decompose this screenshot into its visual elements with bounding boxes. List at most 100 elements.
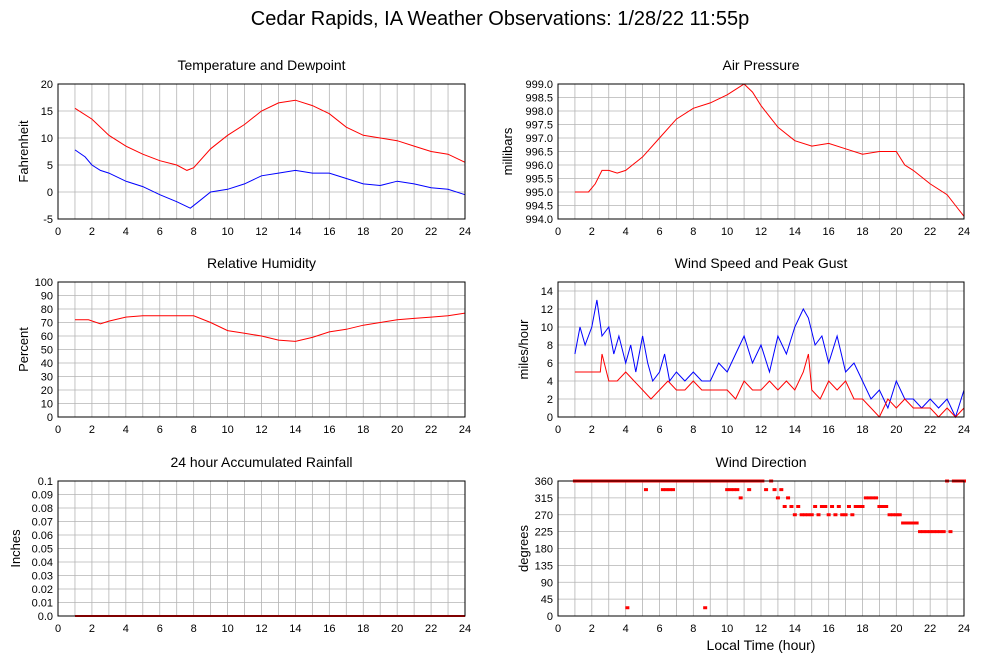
- wind-ytick-label: 4: [547, 376, 553, 388]
- wind-xtick-label: 24: [958, 424, 970, 436]
- rain-ytick-label: 0.06: [32, 530, 53, 542]
- direction-point: [846, 505, 851, 508]
- rain-xtick-label: 4: [123, 623, 129, 635]
- humidity-panel: Relative Humidity01020304050607080901000…: [16, 255, 471, 436]
- wind-xtick-label: 18: [856, 424, 868, 436]
- humidity-ylabel: Percent: [16, 327, 31, 372]
- pressure-xtick-label: 8: [690, 226, 696, 238]
- direction-point: [664, 488, 669, 492]
- wind-xtick-label: 10: [721, 424, 733, 436]
- wind-xtick-label: 16: [823, 424, 835, 436]
- humidity-ytick-label: 100: [35, 277, 53, 289]
- temp-xtick-label: 10: [221, 226, 233, 238]
- rain-xtick-label: 12: [255, 623, 267, 635]
- direction-point: [843, 513, 848, 517]
- temp-ytick-label: 5: [47, 160, 53, 172]
- rain-ytick-label: 0.03: [32, 571, 53, 583]
- direction-xtick-label: 22: [924, 623, 936, 635]
- pressure-ytick-label: 996.5: [525, 147, 553, 159]
- direction-ytick-label: 360: [535, 476, 553, 488]
- humidity-xtick-label: 10: [221, 424, 233, 436]
- pressure-xtick-label: 12: [755, 226, 767, 238]
- humidity-xtick-label: 4: [123, 424, 129, 436]
- humidity-ytick-label: 90: [41, 291, 53, 303]
- temp-xtick-label: 8: [191, 226, 197, 238]
- wind-xtick-label: 6: [656, 424, 662, 436]
- direction-point: [775, 496, 780, 500]
- pressure-ytick-label: 995.5: [525, 174, 553, 186]
- rain-xtick-label: 20: [391, 623, 403, 635]
- rain-xtick-label: 14: [289, 623, 301, 635]
- humidity-ytick-label: 30: [41, 372, 53, 384]
- temp-xtick-label: 6: [157, 226, 163, 238]
- direction-point: [870, 496, 875, 500]
- humidity-ytick-label: 70: [41, 318, 53, 330]
- pressure-ytick-label: 997.0: [525, 133, 553, 145]
- rain-xtick-label: 10: [221, 623, 233, 635]
- rain-ytick-label: 0.1: [38, 476, 53, 488]
- temp-ytick-label: 10: [41, 133, 53, 145]
- rain-ytick-label: 0.04: [32, 557, 53, 569]
- direction-point: [928, 530, 933, 534]
- humidity-frame: [57, 281, 466, 418]
- direction-xtick-label: 0: [555, 623, 561, 635]
- temp-xtick-label: 4: [123, 226, 129, 238]
- direction-point: [890, 513, 895, 517]
- rain-title: 24 hour Accumulated Rainfall: [170, 454, 352, 470]
- pressure-frame: [557, 83, 965, 220]
- wind-xtick-label: 20: [890, 424, 902, 436]
- direction-point: [809, 513, 814, 517]
- pressure-xtick-label: 0: [555, 226, 561, 238]
- temp-ylabel: Fahrenheit: [16, 120, 31, 183]
- wind-ytick-label: 0: [547, 412, 553, 424]
- direction-xtick-label: 2: [589, 623, 595, 635]
- humidity-xtick-label: 12: [255, 424, 267, 436]
- direction-point: [884, 505, 889, 508]
- direction-point: [941, 530, 946, 534]
- direction-point: [786, 496, 791, 500]
- rain-ytick-label: 0.01: [32, 598, 53, 610]
- direction-point: [911, 521, 916, 525]
- rain-ytick-label: 0.02: [32, 584, 53, 596]
- wind-xtick-label: 2: [589, 424, 595, 436]
- direction-point: [853, 505, 858, 508]
- direction-point: [782, 505, 787, 508]
- direction-point: [836, 505, 841, 508]
- temp-xtick-label: 14: [289, 226, 301, 238]
- pressure-ytick-label: 998.5: [525, 93, 553, 105]
- direction-ylabel: degrees: [516, 525, 531, 572]
- humidity-ytick-label: 0: [47, 412, 53, 424]
- wind-ytick-label: 14: [541, 286, 553, 298]
- direction-point: [921, 530, 926, 534]
- page-title: Cedar Rapids, IA Weather Observations: 1…: [250, 8, 750, 30]
- direction-point: [738, 496, 743, 500]
- direction-xtick-label: 24: [958, 623, 970, 635]
- direction-point: [901, 521, 906, 525]
- direction-point: [823, 505, 828, 508]
- pressure-xtick-label: 16: [823, 226, 835, 238]
- direction-point: [948, 530, 953, 534]
- temp-xtick-label: 16: [323, 226, 335, 238]
- direction-point: [938, 530, 943, 534]
- direction-point: [857, 505, 862, 508]
- pressure-xtick-label: 10: [721, 226, 733, 238]
- wind-series-line-1: [574, 353, 965, 418]
- direction-point: [914, 521, 919, 525]
- direction-xtick-label: 12: [755, 623, 767, 635]
- direction-point: [897, 513, 902, 517]
- humidity-ytick-label: 60: [41, 331, 53, 343]
- direction-point: [747, 488, 752, 492]
- rain-ytick-label: 0.07: [32, 517, 53, 529]
- temp-xtick-label: 2: [89, 226, 95, 238]
- wind-title: Wind Speed and Peak Gust: [675, 255, 848, 271]
- pressure-xtick-label: 24: [958, 226, 970, 238]
- wind-ytick-label: 2: [547, 394, 553, 406]
- humidity-xtick-label: 0: [55, 424, 61, 436]
- direction-ytick-label: 90: [541, 577, 553, 589]
- rain-xtick-label: 6: [157, 623, 163, 635]
- pressure-xtick-label: 20: [890, 226, 902, 238]
